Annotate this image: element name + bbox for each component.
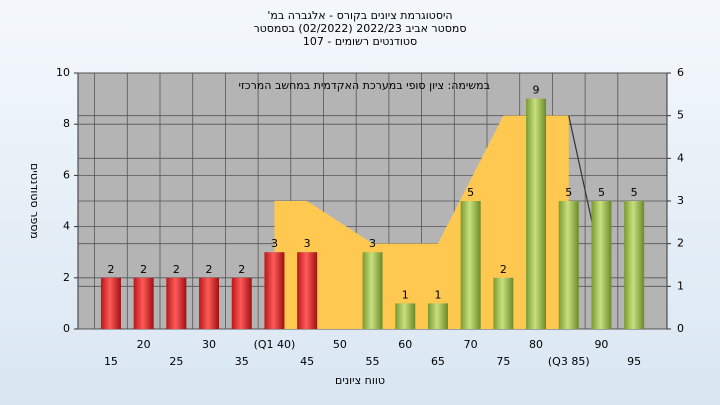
x-tick-label: 65 [431,355,445,368]
x-tick-label: 70 [464,338,478,351]
data-label: 3 [304,237,311,250]
y-tick-label: 0 [63,322,70,335]
bar [231,277,252,329]
bar [427,303,448,329]
y2-tick-label: 0 [677,322,684,335]
data-label: 9 [533,84,540,97]
data-label: 3 [369,237,376,250]
x-tick-label: 35 [235,355,249,368]
x-tick-label: 45 [300,355,314,368]
bar [558,201,579,329]
data-label: 2 [238,263,245,276]
y-tick-label: 10 [56,66,70,79]
x-tick-label: 95 [627,355,641,368]
bar [199,277,220,329]
annotation: במשימה: ציון סופי במערכת האקדמית במחשב ה… [239,79,490,92]
x-tick-label: 50 [333,338,347,351]
data-label: 5 [565,186,572,199]
x-tick-label: 80 [529,338,543,351]
data-label: 2 [107,263,114,276]
y2-tick-label: 6 [677,66,684,79]
x-tick-label: 90 [594,338,608,351]
bar [460,201,481,329]
data-label: 5 [598,186,605,199]
y2-tick-label: 3 [677,194,684,207]
y2-tick-label: 1 [677,279,684,292]
bar [100,277,121,329]
data-label: 3 [271,237,278,250]
x-tick-label: (Q1 40) [254,338,296,351]
bar [264,252,285,329]
x-axis-label: טווח ציונים [335,374,385,387]
data-label: 2 [140,263,147,276]
data-label: 5 [631,186,638,199]
chart-title: סטודנטים רשומים - 107 [303,35,417,48]
chart-title: סמסטר אביב 2022/23 (02/2022) בסמסטר [253,22,466,35]
bar [166,277,187,329]
data-label: 5 [467,186,474,199]
bar [297,252,318,329]
area [274,115,569,330]
data-label: 1 [402,288,409,301]
bar [526,98,547,329]
x-tick-label: 20 [137,338,151,351]
x-tick-label: (Q3 85) [548,355,590,368]
bar [624,201,645,329]
x-tick-label: 15 [104,355,118,368]
x-tick-label: 60 [398,338,412,351]
y-axis-label: מספר סטודנטים [28,163,41,239]
x-tick-label: 25 [169,355,183,368]
y2-tick-label: 5 [677,109,684,122]
x-tick-label: 55 [366,355,380,368]
bar [591,201,612,329]
chart-title: היסטוגרמת ציונים בקורס - אלגברה במ' [267,9,452,22]
data-label: 2 [206,263,213,276]
bar [493,277,514,329]
y-tick-label: 8 [63,117,70,130]
bar [133,277,154,329]
y-tick-label: 2 [63,271,70,284]
bar [362,252,383,329]
y-tick-label: 6 [63,168,70,181]
y-tick-label: 4 [63,220,70,233]
bar [395,303,416,329]
x-tick-label: 75 [496,355,510,368]
y2-tick-label: 2 [677,237,684,250]
data-label: 1 [434,288,441,301]
data-label: 2 [500,263,507,276]
x-tick-label: 30 [202,338,216,351]
y2-tick-label: 4 [677,151,684,164]
data-label: 2 [173,263,180,276]
